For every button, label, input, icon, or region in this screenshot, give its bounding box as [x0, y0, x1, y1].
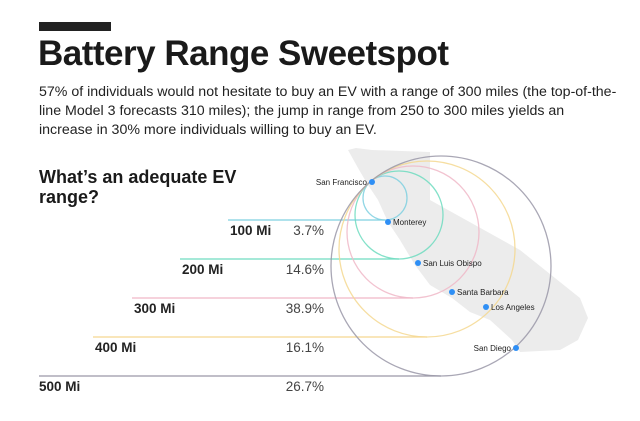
- city-dot: [449, 289, 455, 295]
- percent-label: 16.1%: [286, 340, 324, 355]
- california-map: [348, 148, 588, 352]
- range-label: 300 Mi: [134, 301, 175, 316]
- city-label: Santa Barbara: [457, 288, 509, 297]
- range-label: 200 Mi: [182, 262, 223, 277]
- percent-label: 14.6%: [286, 262, 324, 277]
- city-label: San Francisco: [316, 178, 368, 187]
- city-dot: [385, 219, 391, 225]
- city-dot: [369, 179, 375, 185]
- chart-question: What’s an adequate EV range?: [39, 167, 237, 207]
- city-dot: [483, 304, 489, 310]
- header-bar: [39, 22, 111, 31]
- city-dot: [513, 345, 519, 351]
- range-label: 500 Mi: [39, 379, 80, 394]
- percent-label: 3.7%: [293, 223, 324, 238]
- percent-label: 26.7%: [286, 379, 324, 394]
- percent-label: 38.9%: [286, 301, 324, 316]
- city-dot: [415, 260, 421, 266]
- range-label: 400 Mi: [95, 340, 136, 355]
- city-label: San Diego: [474, 344, 512, 353]
- city-label: San Luis Obispo: [423, 259, 482, 268]
- city-label: Los Angeles: [491, 303, 535, 312]
- page-title: Battery Range Sweetspot: [38, 34, 449, 73]
- city-label: Monterey: [393, 218, 426, 227]
- range-label: 100 Mi: [230, 223, 271, 238]
- subtitle: 57% of individuals would not hesitate to…: [39, 84, 617, 138]
